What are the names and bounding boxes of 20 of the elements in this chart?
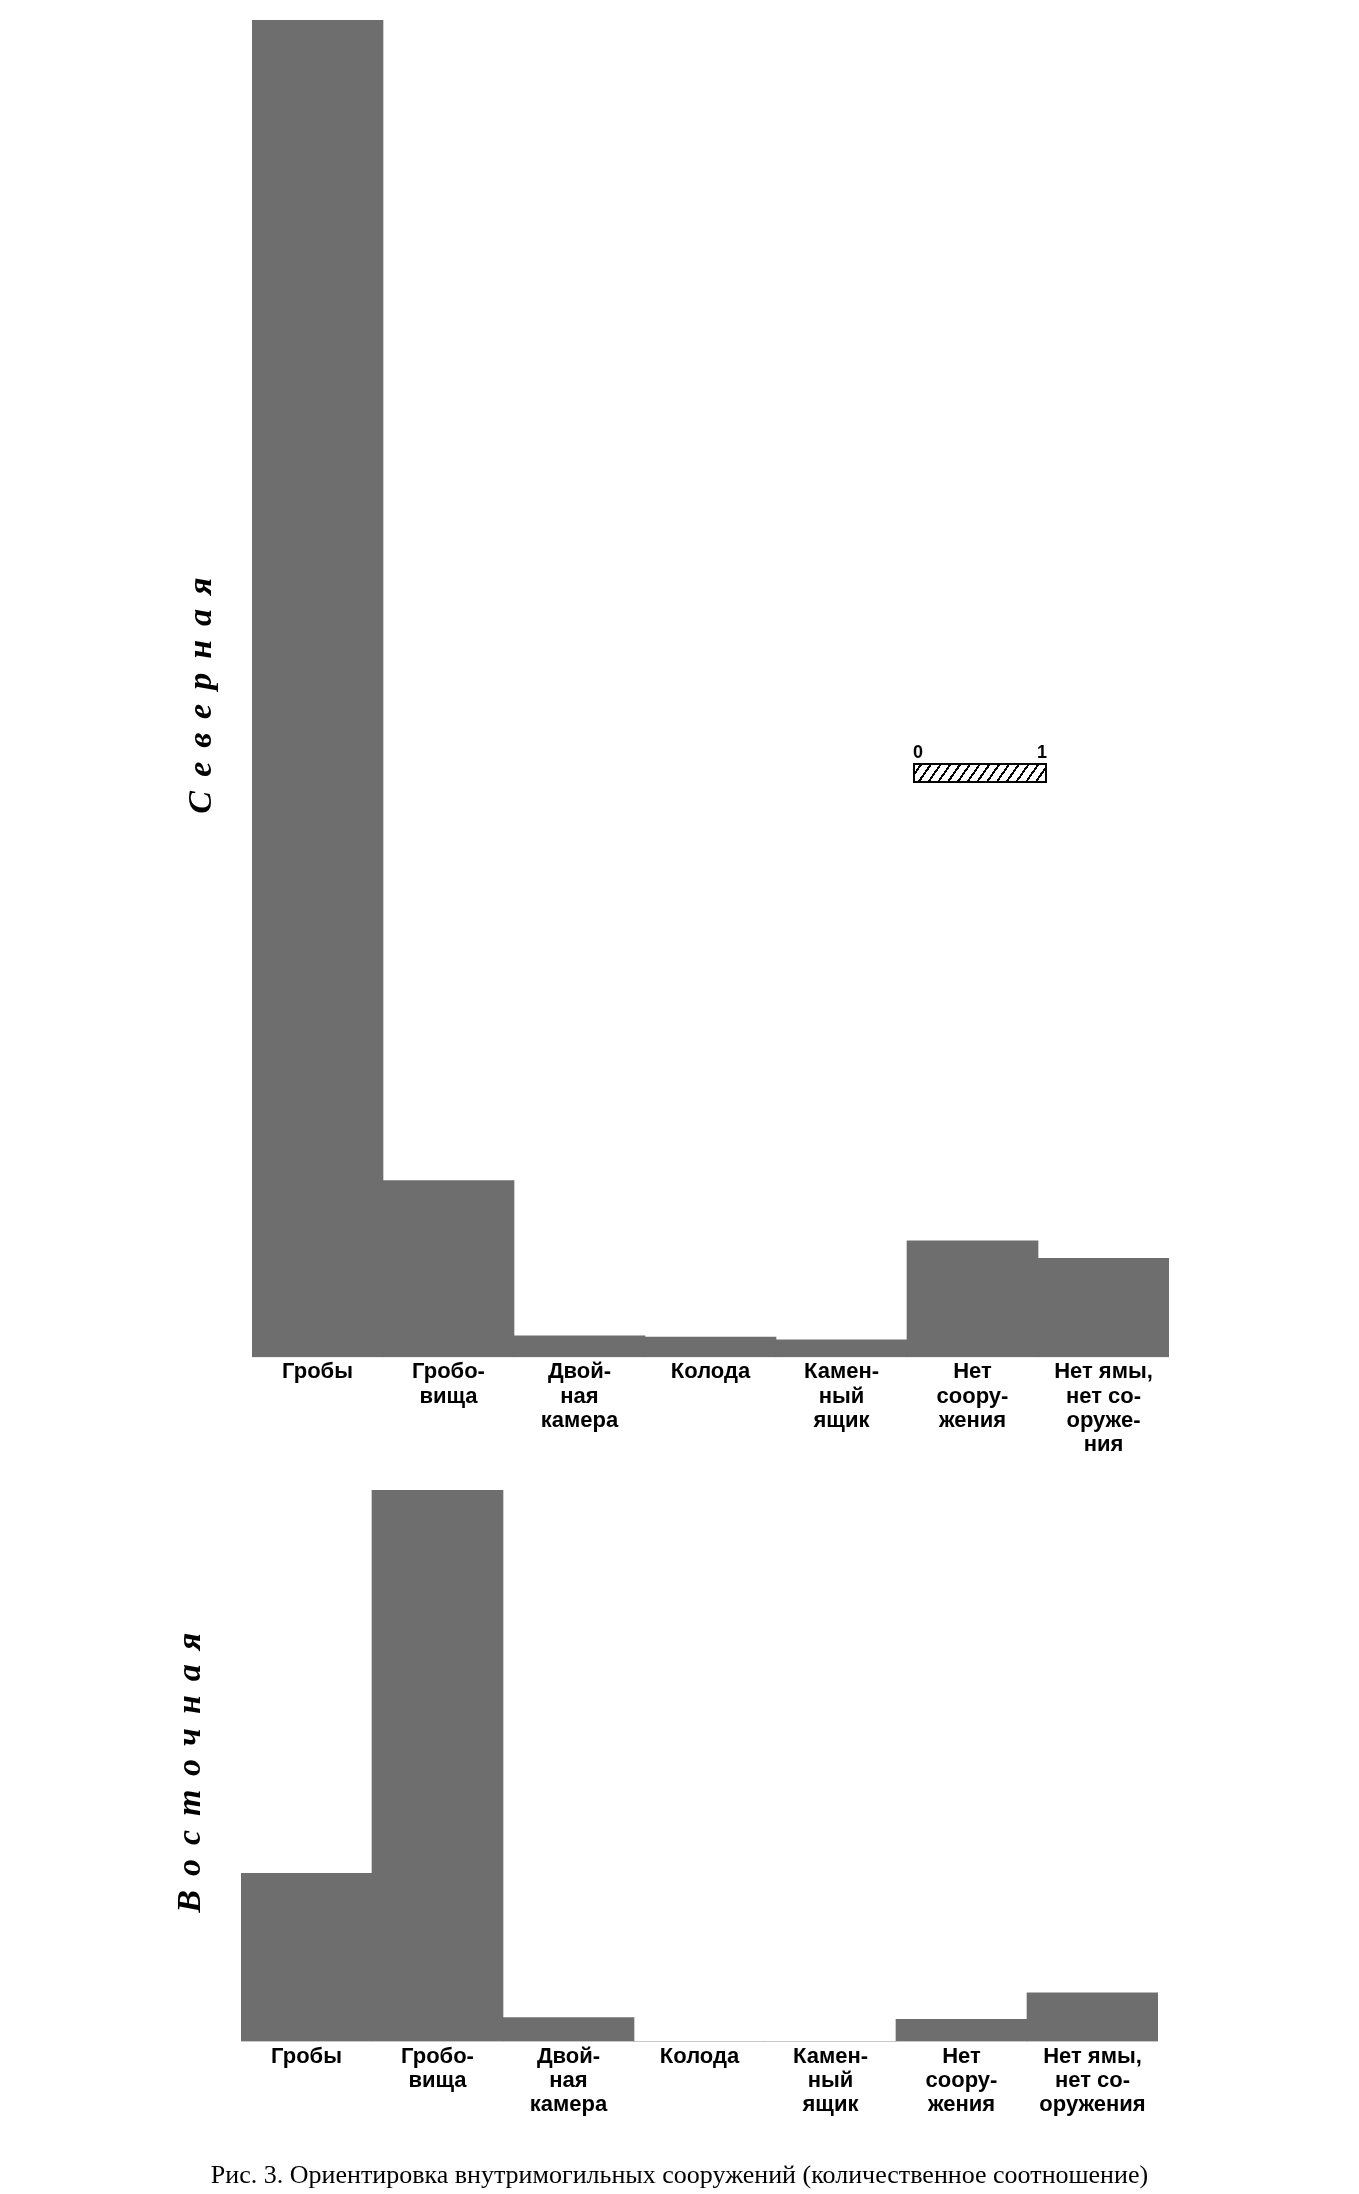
text: Рис. 3. Ориентировка внутримогильных сооружений (количественное соотношение): [209, 2159, 1150, 2190]
x-tick-label: Камен- ный ящик: [792, 2042, 869, 2116]
x-tick-label: Нет соору- жения: [925, 2042, 998, 2116]
x-tick-label: Нет соору- жения: [936, 1358, 1009, 1432]
x-tick-label: Гробо- вища: [412, 1358, 485, 1408]
annotation: 1: [1036, 742, 1047, 763]
x-tick-label: Нет ямы, нет со- оруже- ния: [1054, 1358, 1153, 1456]
x-tick-label: Гробо- вища: [401, 2042, 474, 2092]
x-tick-label: Двой- ная камера: [529, 2042, 608, 2116]
y-axis-title: Восточная: [169, 1618, 207, 1914]
scale-key: 0 1: [913, 742, 1047, 783]
x-tick-label: Гробы: [282, 1358, 353, 1384]
x-tick-label: Колода: [659, 2042, 740, 2068]
x-tick-label: Нет ямы, нет со- оружения: [1039, 2042, 1146, 2116]
annotation: 0: [913, 742, 924, 763]
y-axis-title: Северная: [180, 563, 218, 814]
x-tick-label: Колода: [670, 1358, 751, 1384]
x-tick-label: Двой- ная камера: [540, 1358, 619, 1432]
x-tick-label: Камен- ный ящик: [803, 1358, 880, 1432]
x-tick-label: Гробы: [271, 2042, 342, 2068]
